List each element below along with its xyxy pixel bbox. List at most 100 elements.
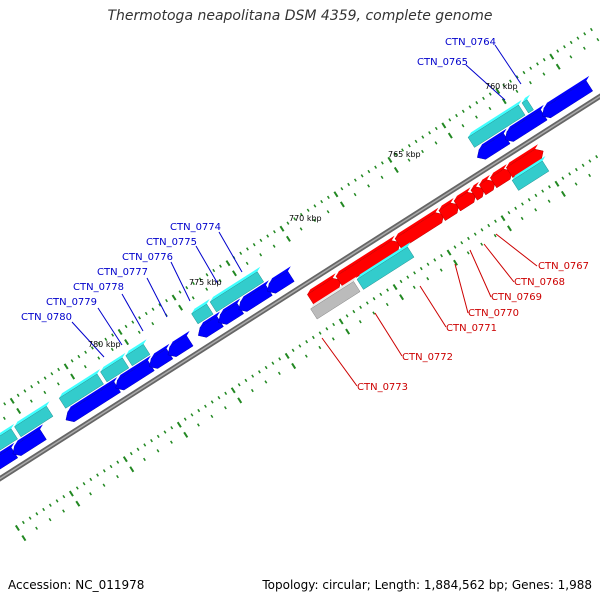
tick-r2-688 bbox=[595, 155, 599, 159]
tick-r2-496 bbox=[433, 258, 437, 262]
tick-r2-88 bbox=[89, 477, 93, 482]
gene-label-ctn-0779: CTN_0779 bbox=[46, 297, 97, 308]
leader-line-14 bbox=[97, 307, 123, 346]
tick-r1-160 bbox=[97, 356, 101, 360]
tick-r2-16 bbox=[28, 516, 32, 520]
tick-r0-192 bbox=[117, 328, 123, 336]
gene-label-ctn-0776: CTN_0776 bbox=[122, 252, 173, 263]
tick-r0-616 bbox=[475, 101, 479, 105]
tick-r3-416 bbox=[372, 311, 376, 315]
tick-r2-632 bbox=[547, 185, 551, 189]
tick-r2-456 bbox=[399, 279, 403, 284]
tick-r2-448 bbox=[392, 283, 398, 291]
tick-r1-464 bbox=[353, 192, 357, 197]
tick-r3-672 bbox=[588, 173, 592, 178]
tick-r2-352 bbox=[311, 335, 315, 340]
tick-r2-168 bbox=[156, 434, 160, 439]
forward-cds-5 bbox=[167, 330, 194, 357]
tick-r3-160 bbox=[156, 449, 160, 453]
tick-r0-536 bbox=[407, 144, 411, 148]
tick-r0-384 bbox=[279, 225, 285, 232]
tick-r0-128 bbox=[63, 363, 69, 370]
tick-r2-176 bbox=[163, 430, 167, 434]
kbp-label-760: 760 kbp bbox=[485, 82, 518, 91]
kbp-labels: 760 kbp 765 kbp 770 kbp 775 kbp 780 kbp bbox=[88, 82, 518, 349]
tick-r2-216 bbox=[197, 408, 201, 413]
tick-r1-144 bbox=[83, 364, 87, 369]
tick-r0-248 bbox=[165, 298, 168, 303]
tick-r3-592 bbox=[520, 216, 524, 221]
tick-r0-304 bbox=[212, 268, 216, 273]
leader-line-12 bbox=[146, 277, 168, 318]
tick-r0-200 bbox=[124, 324, 128, 329]
tick-r3-656 bbox=[574, 182, 578, 186]
tick-r2-416 bbox=[365, 301, 369, 305]
gene-label-ctn-0768: CTN_0768 bbox=[514, 277, 565, 288]
leader-line-15 bbox=[71, 321, 105, 358]
forward-cds-12 bbox=[541, 75, 594, 119]
tick-r2-120 bbox=[116, 460, 120, 464]
tick-r1-272 bbox=[191, 296, 195, 300]
tick-r2-328 bbox=[291, 348, 295, 352]
tick-r0-608 bbox=[468, 105, 472, 109]
tick-r3-320 bbox=[291, 362, 297, 370]
tick-r1-368 bbox=[272, 244, 276, 248]
tick-r1-720 bbox=[569, 55, 573, 59]
tick-r1-496 bbox=[380, 175, 384, 180]
tick-r0-432 bbox=[320, 199, 324, 204]
tick-r0-344 bbox=[246, 247, 249, 251]
forward-rna-2 bbox=[58, 368, 104, 409]
tick-r3-640 bbox=[560, 190, 566, 197]
tick-r3-512 bbox=[453, 259, 458, 266]
tick-r2-656 bbox=[568, 172, 572, 176]
forward-rna-8 bbox=[521, 94, 534, 114]
tick-r0-216 bbox=[138, 316, 141, 320]
tick-r0-728 bbox=[569, 40, 573, 45]
forward-cds-9 bbox=[267, 266, 295, 294]
tick-r1-96 bbox=[43, 390, 47, 395]
tick-r2-592 bbox=[514, 206, 518, 210]
tick-r2-512 bbox=[446, 249, 452, 256]
forward-rna-0 bbox=[0, 423, 18, 451]
reverse-cds-4 bbox=[453, 187, 477, 212]
map-title: Thermotoga neapolitana DSM 4359, complet… bbox=[107, 8, 493, 24]
tick-r2-104 bbox=[102, 469, 106, 473]
gene-label-ctn-0780: CTN_0780 bbox=[21, 312, 72, 323]
tick-r0-120 bbox=[57, 367, 61, 372]
tick-r3-32 bbox=[48, 517, 52, 522]
tick-r3-16 bbox=[35, 526, 39, 530]
tick-r2-536 bbox=[467, 236, 470, 241]
gene-label-ctn-0771: CTN_0771 bbox=[446, 323, 497, 334]
tick-r3-336 bbox=[304, 354, 308, 358]
tick-r0-744 bbox=[583, 32, 587, 36]
tick-r2-384 bbox=[338, 318, 344, 325]
tick-r2-288 bbox=[257, 370, 261, 374]
tick-r2-40 bbox=[48, 503, 52, 507]
reverse-cds-8 bbox=[505, 144, 544, 178]
tick-r3-400 bbox=[358, 320, 362, 324]
label-leader-lines bbox=[71, 44, 538, 387]
tick-r2-432 bbox=[379, 292, 383, 297]
gene-label-ctn-0765: CTN_0765 bbox=[417, 57, 468, 68]
topology-text: Topology: circular; Length: 1,884,562 bp… bbox=[262, 578, 592, 592]
tick-r2-320 bbox=[284, 352, 290, 359]
tick-r0-80 bbox=[23, 389, 27, 393]
tick-r0-360 bbox=[259, 238, 263, 243]
tick-r0-152 bbox=[84, 350, 88, 354]
tick-r0-456 bbox=[340, 187, 344, 191]
tick-r1-528 bbox=[407, 158, 411, 162]
tick-r0-624 bbox=[482, 96, 485, 101]
gene-labels: CTN_0764 CTN_0765 CTN_0767 CTN_0768 CTN_… bbox=[21, 37, 589, 393]
tick-r2-344 bbox=[305, 340, 309, 344]
tick-r3-608 bbox=[534, 208, 538, 212]
tick-r1-304 bbox=[218, 278, 222, 283]
tick-r1-400 bbox=[299, 227, 303, 231]
tick-r3-368 bbox=[331, 337, 335, 341]
tick-r2-400 bbox=[352, 309, 356, 314]
tick-r2-376 bbox=[332, 322, 336, 327]
tick-r0-704 bbox=[549, 53, 555, 60]
tick-r0-528 bbox=[401, 148, 405, 152]
tick-r2-272 bbox=[244, 378, 248, 383]
tick-r0-632 bbox=[488, 92, 492, 96]
tick-r1-384 bbox=[285, 235, 291, 242]
